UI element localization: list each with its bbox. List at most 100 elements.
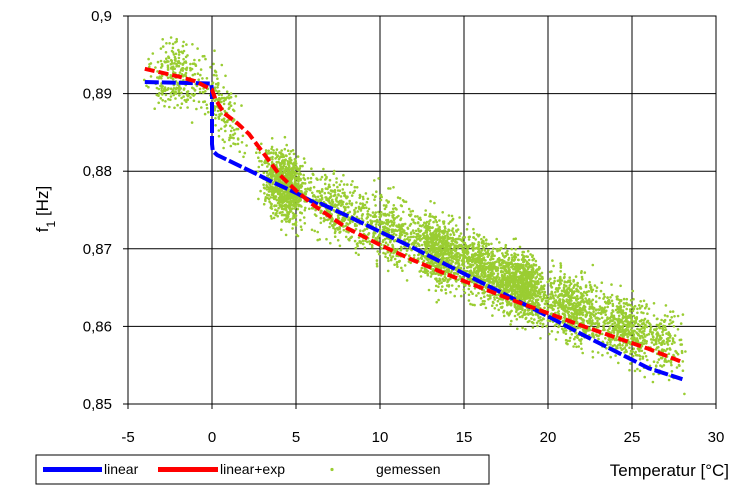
scatter-point [479,275,482,279]
scatter-point [383,213,386,217]
scatter-point [583,271,587,274]
scatter-point [296,155,300,158]
scatter-point [595,286,599,289]
scatter-point [374,195,377,198]
scatter-point [147,85,150,89]
scatter-point [412,231,416,235]
scatter-point [232,109,236,113]
scatter-point [269,170,273,174]
scatter-point [449,290,452,294]
scatter-point [498,276,501,280]
scatter-point [384,255,387,258]
scatter-point [454,253,457,256]
scatter-point [275,160,279,164]
scatter-point [390,210,394,214]
scatter-point [327,199,330,202]
scatter-point [518,263,521,266]
scatter-point [284,158,287,161]
scatter-point [291,227,294,230]
scatter-point [465,228,469,231]
scatter-point [272,197,276,201]
scatter-point [455,258,458,262]
scatter-point [160,64,164,68]
scatter-point [287,194,290,198]
scatter-point [209,65,212,69]
scatter-point [182,40,185,44]
scatter-point [631,309,635,313]
scatter-point [367,232,371,235]
scatter-point [536,291,540,295]
scatter-point [554,291,557,294]
scatter-point [185,66,189,70]
scatter-point [191,73,195,77]
scatter-point [383,207,387,211]
scatter-point [514,237,517,240]
scatter-point [556,290,560,293]
scatter-point [309,180,313,184]
scatter-point [286,169,290,172]
scatter-point [508,273,512,277]
scatter-point [529,297,532,300]
scatter-point [217,90,221,93]
scatter-point [292,166,295,169]
scatter-point [526,312,529,315]
scatter-point [341,188,345,191]
scatter-point [147,57,150,61]
scatter-point [298,184,301,188]
scatter-point [475,246,478,250]
scatter-point [214,82,218,86]
scatter-point [173,58,177,62]
scatter-point [274,212,278,215]
scatter-point [515,310,518,314]
scatter-point [443,257,446,260]
scatter-point [213,99,216,102]
scatter-point [163,104,166,108]
scatter-point [172,93,175,97]
scatter-point [221,138,225,141]
scatter-point [493,267,496,270]
scatter-point [501,279,505,282]
scatter-point [629,362,632,365]
scatter-point [164,88,167,92]
scatter-point [213,49,216,52]
scatter-point [356,244,359,248]
scatter-point [562,319,566,323]
scatter-point [331,200,335,204]
scatter-point [476,265,479,269]
scatter-point [437,298,440,302]
scatter-point [386,218,390,222]
scatter-point [260,163,264,167]
scatter-point [574,335,577,339]
scatter-point [562,309,565,312]
scatter-point [625,297,629,301]
scatter-point [290,158,293,162]
scatter-point [355,215,359,219]
scatter-point [264,161,267,164]
scatter-point [581,351,584,355]
scatter-point [542,287,546,291]
scatter-point [513,304,517,308]
scatter-point [464,244,468,247]
scatter-point [159,97,163,100]
scatter-point [355,201,358,204]
scatter-point [484,244,488,248]
scatter-point [587,290,591,293]
scatter-point [447,229,451,232]
scatter-point [271,158,274,161]
scatter-point [598,317,601,321]
scatter-point [201,55,205,58]
scatter-point [194,64,198,67]
scatter-point [437,233,441,237]
scatter-point [604,337,607,340]
scatter-point [438,246,441,250]
scatter-point [494,279,498,282]
scatter-point [296,207,300,211]
scatter-point [552,282,556,285]
scatter-point [600,316,604,320]
scatter-point [479,259,482,263]
scatter-point [556,330,560,334]
scatter-point [229,92,233,95]
scatter-point [559,262,562,265]
scatter-point [333,169,336,173]
scatter-point [546,308,549,311]
